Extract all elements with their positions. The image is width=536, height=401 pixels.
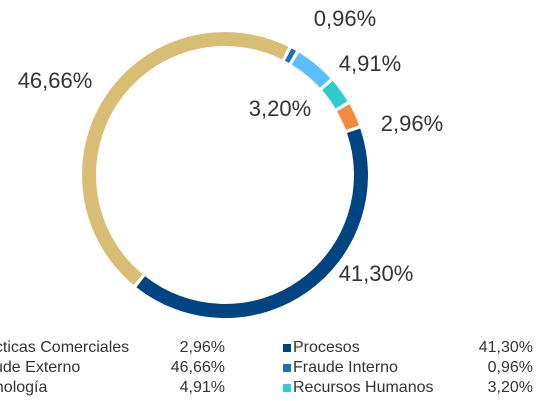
legend-label: Fraude Interno	[293, 359, 398, 376]
donut-segment	[291, 52, 331, 88]
legend-swatch	[283, 364, 291, 372]
donut-segment	[337, 104, 360, 131]
data-label: 3,20%	[249, 96, 311, 121]
legend-value: 41,30%	[479, 339, 533, 356]
data-label: 4,91%	[339, 51, 401, 76]
legend-value: 3,20%	[488, 379, 533, 396]
data-label: 41,30%	[339, 261, 414, 286]
legend-value: 4,91%	[180, 379, 225, 396]
legend-label: Procesos	[293, 339, 360, 356]
legend-swatch	[283, 344, 291, 352]
donut-segment	[322, 80, 348, 109]
legend-label: Recursos Humanos	[293, 379, 434, 396]
legend-label: Fraude Externo	[0, 359, 80, 376]
legend-swatch	[283, 384, 291, 392]
donut-segment	[82, 32, 289, 286]
legend-label: Prácticas Comerciales	[0, 339, 129, 356]
legend-value: 46,66%	[171, 359, 225, 376]
legend-label: Tecnología	[0, 379, 47, 396]
data-label: 2,96%	[381, 111, 443, 136]
legend-value: 0,96%	[488, 359, 533, 376]
data-label: 0,96%	[314, 6, 376, 31]
data-label: 46,66%	[18, 68, 93, 93]
legend-value: 2,96%	[180, 339, 225, 356]
donut-segment	[284, 48, 296, 64]
donut-segment	[136, 128, 368, 318]
